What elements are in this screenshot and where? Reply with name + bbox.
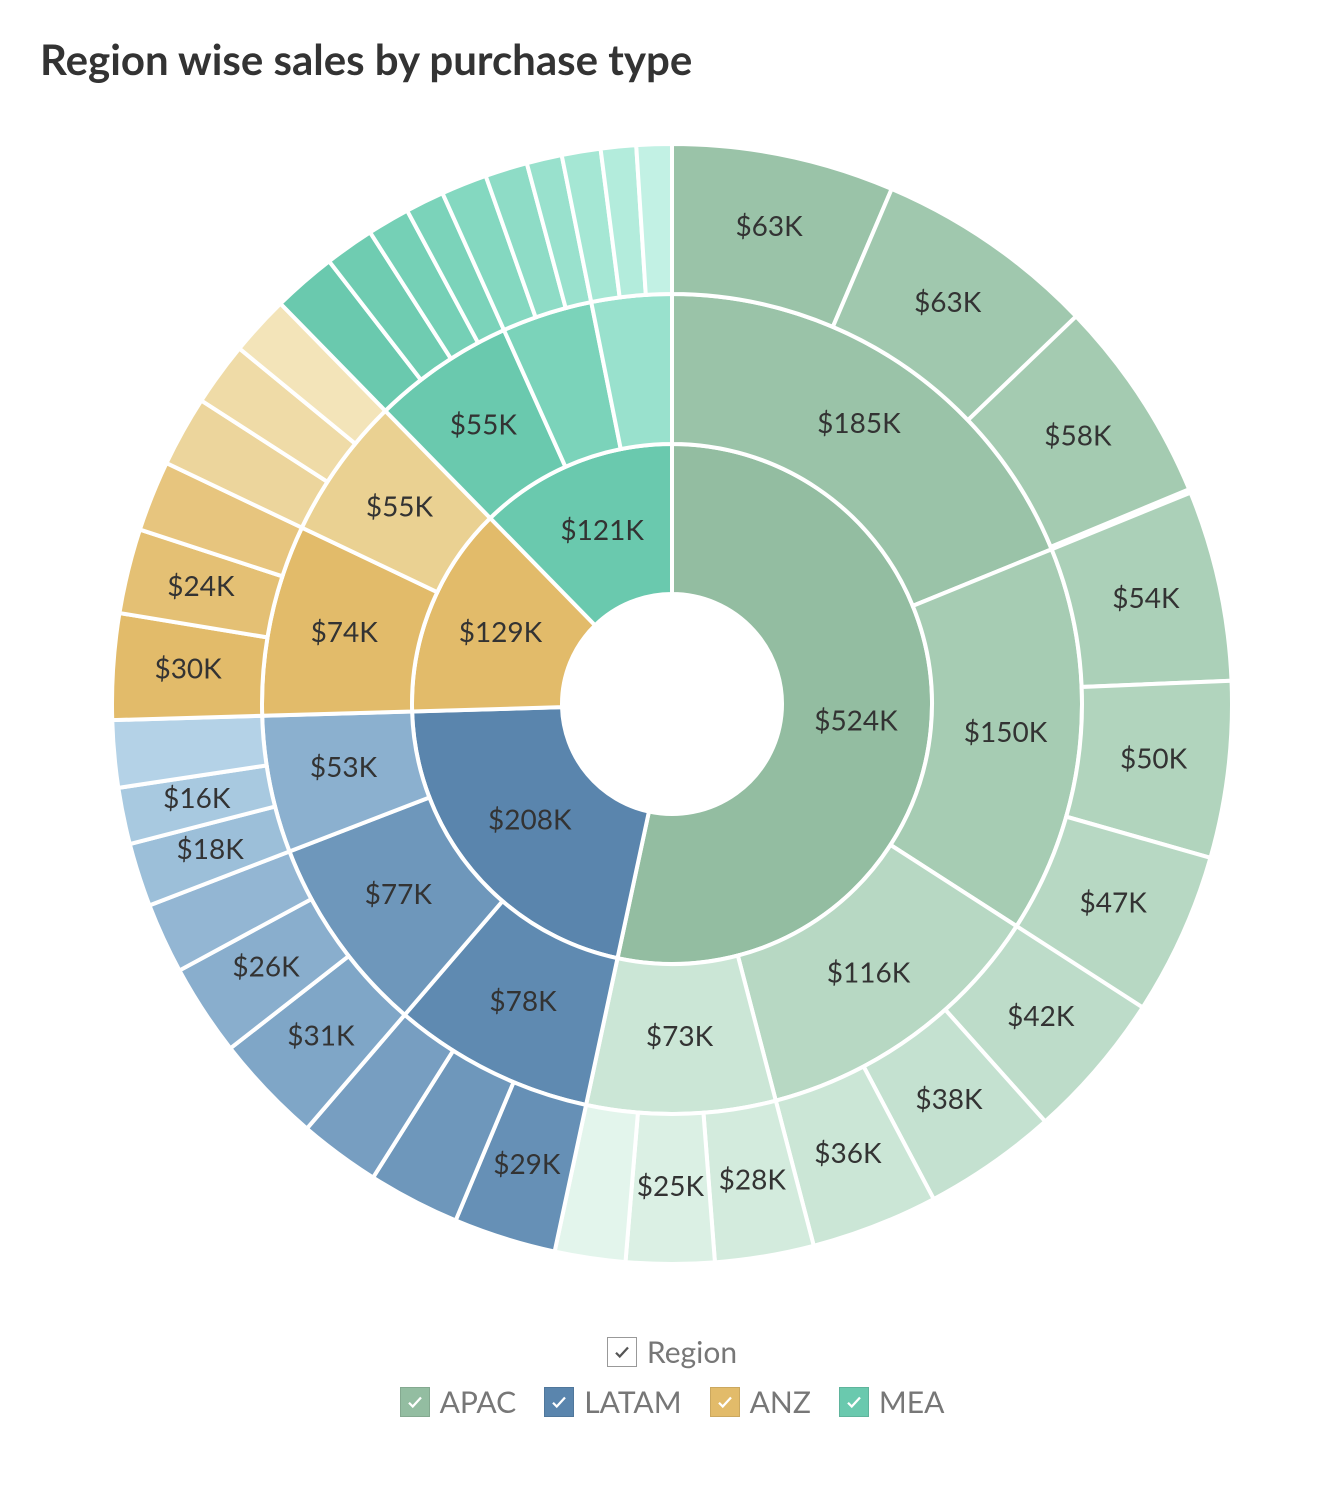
legend-item-latam[interactable]: LATAM	[544, 1384, 681, 1420]
page-title: Region wise sales by purchase type	[40, 34, 1304, 84]
sunburst-chart: $524K $185K $63K $63K $58K $150K $54K $50K $47K $…	[40, 104, 1304, 1304]
slice-label: $63K	[735, 208, 803, 242]
slice-label: $55K	[366, 488, 434, 522]
slice-label: $524K	[814, 703, 898, 737]
legend-label: LATAM	[584, 1384, 681, 1420]
check-icon	[406, 1393, 424, 1411]
legend-swatch	[400, 1387, 430, 1417]
legend-swatch	[839, 1387, 869, 1417]
slice-label: $36K	[814, 1135, 882, 1169]
legend-swatch	[710, 1387, 740, 1417]
slice-label: $25K	[637, 1168, 705, 1202]
slice-label: $54K	[1112, 580, 1180, 614]
slice-label: $129K	[459, 614, 543, 648]
slice-label: $63K	[914, 284, 982, 318]
slice-label: $58K	[1044, 418, 1112, 452]
slice-label: $116K	[827, 954, 911, 988]
legend-label: MEA	[879, 1384, 945, 1420]
slice-label: $42K	[1007, 998, 1075, 1032]
slice-label: $24K	[167, 568, 235, 602]
slice-label: $50K	[1120, 740, 1188, 774]
slice-label: $185K	[817, 405, 901, 439]
slice-label: $47K	[1079, 885, 1147, 919]
slice-label: $16K	[163, 780, 231, 814]
check-icon	[845, 1393, 863, 1411]
check-icon	[550, 1393, 568, 1411]
slice-label: $77K	[365, 876, 433, 910]
legend-swatch	[544, 1387, 574, 1417]
slice-label: $78K	[489, 983, 557, 1017]
slice-label: $73K	[646, 1018, 714, 1052]
legend-row-regions: APAC LATAM ANZ MEA	[400, 1384, 945, 1420]
legend-label: ANZ	[750, 1384, 811, 1420]
legend-item-region[interactable]: Region	[607, 1334, 737, 1370]
legend: Region APAC LATAM ANZ MEA	[40, 1334, 1304, 1420]
slice-label: $38K	[915, 1081, 983, 1115]
legend-item-mea[interactable]: MEA	[839, 1384, 945, 1420]
legend-swatch-region	[607, 1337, 637, 1367]
slice-label: $55K	[450, 406, 518, 440]
slice-label: $74K	[311, 614, 379, 648]
slice-label: $121K	[560, 512, 644, 546]
legend-label-region: Region	[647, 1334, 737, 1370]
slice-label: $53K	[310, 749, 378, 783]
slice-label: $18K	[177, 831, 245, 865]
slice-label: $29K	[493, 1146, 561, 1180]
check-icon	[613, 1343, 631, 1361]
slice-label: $26K	[232, 949, 300, 983]
slice-label: $28K	[719, 1161, 787, 1195]
slice-label: $150K	[964, 714, 1048, 748]
legend-row-region: Region	[607, 1334, 737, 1370]
check-icon	[716, 1393, 734, 1411]
slice-label: $31K	[287, 1018, 355, 1052]
slice-label: $30K	[154, 651, 222, 685]
legend-label: APAC	[440, 1384, 517, 1420]
legend-item-anz[interactable]: ANZ	[710, 1384, 811, 1420]
legend-item-apac[interactable]: APAC	[400, 1384, 517, 1420]
slice-label: $208K	[488, 801, 572, 835]
